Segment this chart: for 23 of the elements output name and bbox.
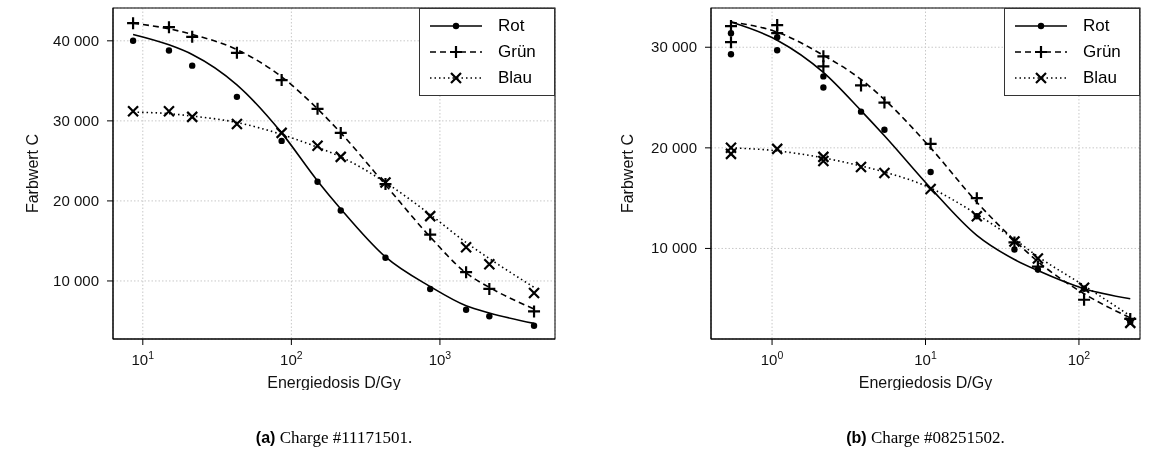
y-tick-label: 20 000 [651,138,697,156]
legend-label: Grün [498,42,536,61]
legend-label: Blau [498,68,533,87]
y-axis-title: Farbwert C [24,133,41,214]
y-tick-label: 30 000 [651,38,697,56]
y-tick-label: 40 000 [53,31,99,49]
legend-label: Grün [1083,42,1121,61]
x-tick-label: 10$^{2}$ [280,349,303,368]
y-tick-label: 10 000 [53,271,99,289]
legend-label: Rot [498,16,525,35]
x-tick-label: 10$^{3}$ [428,349,452,368]
x-tick-label: 10$^{1}$ [914,349,937,368]
legend-label: Blau [1083,68,1118,87]
y-tick-label: 30 000 [53,111,99,129]
y-axis-title: Farbwert C [619,133,636,214]
y-tick-label: 20 000 [53,191,99,209]
text: (b) Charge #08251502. [845,428,1006,448]
x-tick-label: 10$^{1}$ [131,349,155,368]
legend-label: Rot [1083,16,1110,35]
x-tick-label: 10$^{0}$ [760,349,784,368]
x-tick-label: 10$^{2}$ [1067,349,1091,368]
text: (a) Charge #11171501. [254,428,414,448]
y-tick-label: 10 000 [651,239,697,257]
